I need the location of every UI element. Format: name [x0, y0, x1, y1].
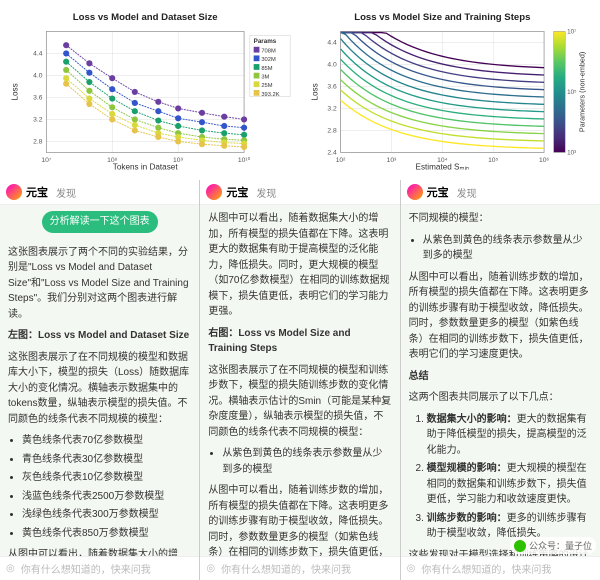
svg-text:10²: 10² — [336, 157, 346, 164]
svg-text:10³: 10³ — [387, 157, 397, 164]
app-name: 元宝 — [226, 184, 248, 200]
chat-row: 元宝 发现 分析解读一下这个图表 这张图表展示了两个不同的实验结果，分别是"Lo… — [0, 180, 600, 580]
svg-text:Parameters (non-embed): Parameters (non-embed) — [577, 52, 586, 132]
mic-icon[interactable]: ◎ — [6, 563, 15, 574]
chat-body-3: 不同规模的模型： 从紫色到黄色的线条表示参数量从少到多的模型 从图中可以看出，随… — [401, 205, 600, 556]
list-item: 青色线条代表30亿参数模型 — [22, 452, 191, 468]
svg-text:Loss vs Model Size and Trainin: Loss vs Model Size and Training Steps — [354, 12, 530, 23]
svg-text:Loss: Loss — [11, 83, 20, 100]
c1-p3: 从图中可以看出，随着数据集大小的增加，所有 — [8, 547, 191, 556]
svg-text:10¹⁰: 10¹⁰ — [238, 156, 251, 164]
svg-text:10⁶: 10⁶ — [539, 157, 549, 164]
svg-text:10³: 10³ — [567, 149, 576, 156]
list-item: 从紫色到黄色的线条表示参数量从少到多的模型 — [222, 446, 391, 477]
right-chart: Loss vs Model Size and Training Steps 2.4… — [300, 0, 600, 180]
c1-p1: 这张图表展示了两个不同的实验结果，分别是"Loss vs Model and D… — [8, 245, 191, 323]
svg-text:10⁷: 10⁷ — [41, 157, 51, 164]
svg-text:393.2K: 393.2K — [261, 92, 279, 98]
tab-discover[interactable]: 发现 — [457, 185, 477, 200]
c2-h1: 右图：Loss vs Model Size and Training Steps — [208, 326, 391, 357]
wechat-icon — [514, 540, 526, 552]
svg-text:10⁵: 10⁵ — [567, 89, 577, 96]
chat-input-2[interactable]: ◎ 你有什么想知道的，快来问我 — [200, 556, 399, 580]
chat-header-1: 元宝 发现 — [0, 180, 199, 205]
svg-text:4.4: 4.4 — [327, 39, 337, 46]
input-placeholder: 你有什么想知道的，快来问我 — [421, 561, 551, 576]
svg-text:Params: Params — [254, 38, 277, 45]
charts-row: Loss vs Model and Dataset Size 2.8 3.2 3.6 4… — [0, 0, 600, 180]
left-chart-svg: Loss vs Model and Dataset Size 2.8 3.2 3.6 4… — [6, 6, 294, 174]
svg-text:4.4: 4.4 — [33, 50, 43, 57]
chat-body-1: 分析解读一下这个图表 这张图表展示了两个不同的实验结果，分别是"Loss vs … — [0, 205, 199, 556]
svg-text:4.0: 4.0 — [327, 61, 337, 68]
c2-p2: 这张图表展示了在不同规模的模型和训练步数下，模型的损失随训练步数的变化情况。横轴… — [208, 363, 391, 441]
svg-text:3.2: 3.2 — [327, 105, 337, 112]
svg-text:85M: 85M — [261, 66, 272, 72]
svg-text:25M: 25M — [261, 83, 272, 89]
svg-text:Loss vs Model and Dataset Size: Loss vs Model and Dataset Size — [73, 12, 218, 23]
svg-text:2.8: 2.8 — [327, 127, 337, 134]
chat-col-1: 元宝 发现 分析解读一下这个图表 这张图表展示了两个不同的实验结果，分别是"Lo… — [0, 180, 200, 580]
tab-discover[interactable]: 发现 — [256, 185, 276, 200]
chat-body-2: 从图中可以看出，随着数据集大小的增加，所有模型的损失值都在下降。这表明更大的数据… — [200, 205, 399, 556]
app-name: 元宝 — [427, 184, 449, 200]
input-placeholder: 你有什么想知道的，快来问我 — [221, 561, 351, 576]
avatar — [407, 184, 423, 200]
c1-h1: 左图：Loss vs Model and Dataset Size — [8, 328, 191, 344]
chat-header-3: 元宝 发现 — [401, 180, 600, 205]
c3-numlist: 数据集大小的影响：更大的数据集有助于降低模型的损失，提高模型的泛化能力。模型规模… — [409, 412, 592, 542]
c2-p1: 从图中可以看出，随着数据集大小的增加，所有模型的损失值都在下降。这表明更大的数据… — [208, 211, 391, 320]
mic-icon[interactable]: ◎ — [407, 563, 416, 574]
chat-input-3[interactable]: ◎ 你有什么想知道的，快来问我 — [401, 556, 600, 580]
svg-text:3.6: 3.6 — [327, 83, 337, 90]
svg-text:2.8: 2.8 — [33, 138, 43, 145]
svg-text:10⁷: 10⁷ — [567, 28, 576, 35]
chat-col-2: 元宝 发现 从图中可以看出，随着数据集大小的增加，所有模型的损失值都在下降。这表… — [200, 180, 400, 580]
c2-bullets: 从紫色到黄色的线条表示参数量从少到多的模型 — [208, 446, 391, 477]
list-item: 浅绿色线条代表300万参数模型 — [22, 507, 191, 523]
avatar — [6, 184, 22, 200]
svg-text:2.4: 2.4 — [327, 149, 337, 156]
list-item: 从紫色到黄色的线条表示参数量从少到多的模型 — [423, 233, 592, 264]
c1-p2: 这张图表展示了在不同规模的模型和数据库大小下，模型的损失（Loss）随数据库大小… — [8, 350, 191, 428]
c3-bullets-top: 从紫色到黄色的线条表示参数量从少到多的模型 — [409, 233, 592, 264]
list-item: 灰色线条代表10亿参数模型 — [22, 470, 191, 486]
right-chart-svg: Loss vs Model Size and Training Steps 2.4… — [306, 6, 594, 174]
svg-text:Tokens in Dataset: Tokens in Dataset — [113, 163, 179, 172]
svg-text:3.6: 3.6 — [33, 94, 43, 101]
mic-icon[interactable]: ◎ — [206, 563, 215, 574]
chat-header-2: 元宝 发现 — [200, 180, 399, 205]
c1-bullets: 黄色线条代表70亿参数模型青色线条代表30亿参数模型灰色线条代表10亿参数模型浅… — [8, 433, 191, 541]
avatar — [206, 184, 222, 200]
list-item: 浅蓝色线条代表2500万参数模型 — [22, 489, 191, 505]
user-chip[interactable]: 分析解读一下这个图表 — [42, 211, 158, 233]
list-item: 黄色线条代表70亿参数模型 — [22, 433, 191, 449]
svg-text:3M: 3M — [261, 74, 269, 80]
svg-text:3.2: 3.2 — [33, 116, 43, 123]
chat-input-1[interactable]: ◎ 你有什么想知道的，快来问我 — [0, 556, 199, 580]
input-placeholder: 你有什么想知道的，快来问我 — [21, 561, 151, 576]
c3-h1: 总结 — [409, 369, 592, 385]
svg-text:Loss: Loss — [311, 83, 320, 100]
app-name: 元宝 — [26, 184, 48, 200]
wechat-label: 公众号：量子位 — [529, 539, 592, 552]
chat-col-3: 元宝 发现 不同规模的模型： 从紫色到黄色的线条表示参数量从少到多的模型 从图中… — [401, 180, 600, 580]
c3-p2: 这两个图表共同展示了以下几点： — [409, 390, 592, 406]
c2-p3: 从图中可以看出，随着训练步数的增加，所有模型的损失值都在下降。这表明更多的训练步… — [208, 483, 391, 556]
wechat-bubble[interactable]: 公众号：量子位 — [510, 537, 596, 554]
c3-p0: 不同规模的模型： — [409, 211, 592, 227]
c3-p1: 从图中可以看出，随着训练步数的增加，所有模型的损失值都在下降。这表明更多的训练步… — [409, 270, 592, 363]
left-chart: Loss vs Model and Dataset Size 2.8 3.2 3.6 4… — [0, 0, 300, 180]
svg-text:Estimated Sₘᵢₙ: Estimated Sₘᵢₙ — [416, 163, 470, 172]
list-item: 数据集大小的影响：更大的数据集有助于降低模型的损失，提高模型的泛化能力。 — [427, 412, 592, 459]
svg-text:302M: 302M — [261, 57, 276, 63]
list-item: 模型规模的影响：更大规模的模型在相同的数据集和训练步数下，损失值更低，学习能力和… — [427, 461, 592, 508]
svg-text:10⁵: 10⁵ — [488, 157, 498, 164]
svg-text:708M: 708M — [261, 49, 276, 55]
svg-text:4.0: 4.0 — [33, 72, 43, 79]
tab-discover[interactable]: 发现 — [56, 185, 76, 200]
list-item: 黄色线条代表850万参数模型 — [22, 526, 191, 542]
